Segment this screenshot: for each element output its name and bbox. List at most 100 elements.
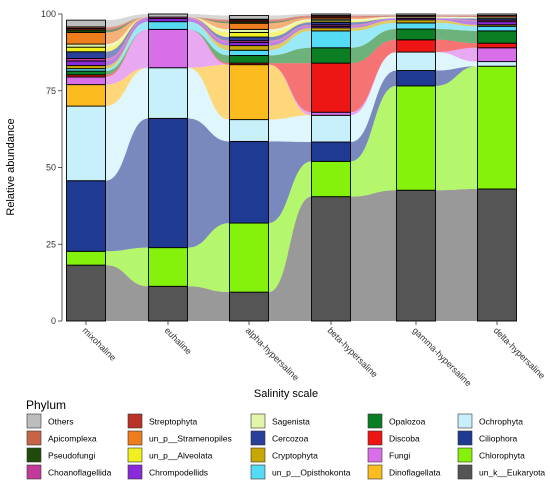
flow-sagenista-1 [187,17,230,33]
flow-chlorophyta-2 [268,161,312,293]
flow-chlorophyta-1 [187,223,230,293]
flow-discoba-1 [187,29,230,65]
flow-others-2 [268,14,312,20]
flow-fungi-3 [350,52,397,116]
flow-pseudofungi-0 [105,17,149,33]
flow-dinoflagellata-2 [268,64,312,120]
flow-chromopodellids-4 [435,18,478,25]
y-tick-label-100: 100 [41,9,56,19]
x-axis-title: Salinity scale [254,388,318,400]
flow-un-p-alveolata-0 [105,17,149,52]
bar-segment-dinoflagellata-mixohaline [66,84,106,107]
bar-segment-un-p-alveolata-alpha-hypersaline [229,31,269,38]
bar-segment-others-beta-hypersaline [311,13,351,16]
bar-segment-un-p-stramenopiles-alpha-hypersaline [229,22,269,30]
flow-sagenista-4 [435,16,478,19]
bar-segment-ochrophyta-euhaline [148,67,188,119]
flow-cryptophyta-3 [350,19,397,31]
flow-chromopodellids-0 [105,18,149,66]
y-ticks: 0 25 50 75 100 [41,9,62,326]
bar-segment-discoba-delta-hypersaline [477,42,517,49]
flow-discoba-4 [435,39,478,53]
bar-segment-ciliophora-gamma-hypersaline [396,70,436,87]
flow-un-p-opisthokonta-2 [268,30,312,56]
flow-fungi-0 [105,29,149,85]
y-tick-label-75: 75 [46,86,56,96]
legend-swatch-un-p-opisthokonta [250,464,266,480]
legend-label-un-p-alveolata: un_p__Alveolata [149,451,213,461]
legend-swatch-sagenista [250,413,266,429]
flow-un-k-eukaryota-3 [350,190,397,321]
legend-label-un-p-opisthokonta: un_p__Opisthokonta [272,468,351,478]
bar-segment-cercozoa-mixohaline [66,51,106,59]
bar-segment-un-p-opisthokonta-alpha-hypersaline [229,49,269,56]
legend-swatch-ciliophora [457,430,473,446]
flows-layer [105,14,478,321]
flow-un-p-opisthokonta-1 [187,21,230,56]
flow-streptophyta-4 [435,15,478,18]
flow-cercozoa-1 [187,17,230,41]
bar-segment-dinoflagellata-alpha-hypersaline [229,64,269,121]
bar-segment-cercozoa-alpha-hypersaline [229,36,269,42]
x-tick-label-alpha-hypersaline: alpha-hypersaline [244,325,301,382]
legend-swatch-chrompodellids [127,464,143,480]
x-tick-label-delta-hypersaline: delta-hypersaline [492,325,548,381]
bar-segment-un-p-opisthokonta-gamma-hypersaline [396,22,436,30]
legend-label-fungi: Fungi [389,451,410,461]
legend-swatch-dinoflagellata [367,464,383,480]
flow-choanoflagellida-2 [268,24,312,43]
flow-chlorophyta-3 [350,85,397,197]
legend-swatch-pseudofungi [26,447,42,463]
legend: Others Streptophyta Sagenista Opalozoa Ochro… [26,413,545,480]
flow-chromopodellids-2 [268,26,312,46]
y-tick-label-50: 50 [46,163,56,173]
bar-segment-cryptophyta-beta-hypersaline [311,27,351,32]
bar-segment-ciliophora-euhaline [148,117,188,249]
flow-cryptophyta-0 [105,21,149,69]
flow-others-3 [350,14,397,16]
flow-un-p-stramenopiles-1 [187,17,230,30]
flow-streptophyta-0 [105,17,149,30]
bar-segment-fungi-beta-hypersaline [311,111,351,116]
bar-segment-chlorophyta-euhaline [148,247,188,287]
y-tick-label-25: 25 [46,239,56,249]
flow-cercozoa-3 [350,18,397,25]
bar-segment-fungi-mixohaline [66,76,106,86]
legend-label-discoba: Discoba [389,434,420,444]
flow-choanoflagellida-1 [187,17,230,43]
flow-ciliophora-1 [187,118,230,248]
bar-segment-cryptophyta-gamma-hypersaline [396,19,436,24]
legend-swatch-cercozoa [250,430,266,446]
bar-segment-ochrophyta-beta-hypersaline [311,114,351,143]
bar-segment-un-k-eukaryota-beta-hypersaline [311,196,351,322]
flow-apicomplexa-2 [268,15,312,21]
flow-un-p-stramenopiles-3 [350,16,397,20]
flow-cercozoa-0 [105,17,149,59]
flow-chlorophyta-4 [435,66,478,191]
legend-swatch-un-p-stramenopiles [127,430,143,446]
legend-label-sagenista: Sagenista [272,417,310,427]
flow-dinoflagellata-1 [187,64,230,120]
flow-opalozoa-0 [105,29,149,75]
legend-label-un-k-eukaryota: un_k__Eukaryota [479,468,545,478]
bar-segment-chlorophyta-gamma-hypersaline [396,85,436,191]
flow-cryptophyta-1 [187,21,230,51]
legend-title: Phylum [26,398,66,412]
bar-segment-chlorophyta-beta-hypersaline [311,160,351,198]
bar-segment-ciliophora-mixohaline [66,180,106,252]
legend-swatch-apicomplexa [26,430,42,446]
bar-segment-un-k-eukaryota-euhaline [148,285,188,322]
bar-segment-opalozoa-gamma-hypersaline [396,28,436,41]
legend-swatch-un-p-alveolata [127,447,143,463]
flow-ochrophyta-2 [268,115,312,143]
flow-un-p-alveolata-3 [350,18,397,23]
legend-label-cryptophyta: Cryptophyta [272,451,318,461]
bars-layer [66,13,517,322]
legend-label-choanoflagellida: Choanoflagellida [48,468,112,478]
flow-un-k-eukaryota-0 [105,265,149,321]
legend-swatch-streptophyta [127,413,143,429]
flow-cercozoa-2 [268,22,312,41]
bar-segment-others-delta-hypersaline [477,13,517,16]
flow-apicomplexa-3 [350,15,397,17]
